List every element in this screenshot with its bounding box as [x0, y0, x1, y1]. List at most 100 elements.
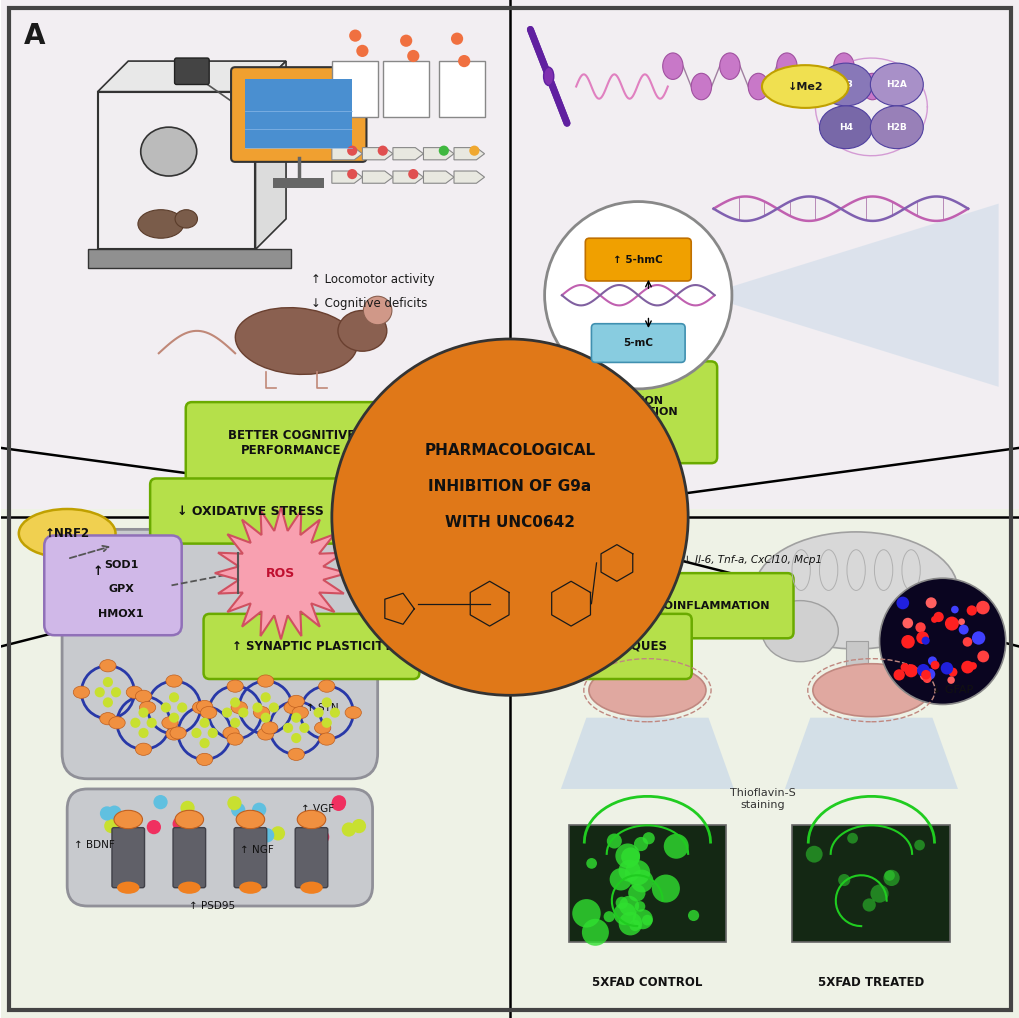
Ellipse shape: [818, 106, 871, 149]
Circle shape: [331, 795, 345, 809]
Circle shape: [920, 670, 930, 679]
Circle shape: [950, 606, 958, 614]
Circle shape: [922, 674, 930, 683]
Circle shape: [299, 723, 309, 733]
Ellipse shape: [818, 63, 871, 106]
Circle shape: [902, 618, 912, 628]
Bar: [331, 61, 377, 117]
Circle shape: [927, 657, 936, 666]
Circle shape: [586, 858, 596, 868]
Circle shape: [838, 874, 850, 886]
Circle shape: [260, 829, 274, 843]
Ellipse shape: [138, 210, 183, 238]
Ellipse shape: [291, 706, 308, 719]
Bar: [792, 825, 950, 942]
Circle shape: [957, 618, 964, 625]
Circle shape: [377, 146, 387, 156]
Ellipse shape: [170, 727, 186, 739]
Circle shape: [104, 818, 118, 833]
Text: ↓Me2: ↓Me2: [787, 81, 822, 92]
Circle shape: [944, 617, 958, 630]
Ellipse shape: [662, 53, 683, 79]
Circle shape: [408, 169, 418, 179]
Circle shape: [619, 912, 642, 936]
FancyBboxPatch shape: [592, 573, 793, 638]
Text: H3: H3: [839, 80, 852, 89]
Circle shape: [869, 885, 888, 903]
Ellipse shape: [754, 531, 957, 649]
Ellipse shape: [197, 753, 213, 766]
Ellipse shape: [223, 727, 239, 739]
FancyBboxPatch shape: [591, 324, 685, 362]
Polygon shape: [423, 148, 453, 160]
Circle shape: [634, 901, 645, 912]
Circle shape: [932, 612, 943, 622]
Text: ↑ 5-hmC: ↑ 5-hmC: [612, 254, 662, 265]
Circle shape: [200, 738, 210, 748]
Circle shape: [642, 832, 654, 844]
Circle shape: [930, 616, 936, 623]
Circle shape: [914, 622, 925, 632]
Polygon shape: [392, 148, 423, 160]
Circle shape: [883, 870, 894, 881]
Ellipse shape: [175, 810, 204, 829]
Text: GPX: GPX: [108, 584, 133, 595]
Ellipse shape: [300, 882, 322, 894]
Circle shape: [544, 202, 732, 389]
Text: 5-mC: 5-mC: [623, 338, 652, 348]
Circle shape: [230, 718, 240, 728]
Polygon shape: [784, 718, 957, 789]
Text: ↑ Locomotor activity: ↑ Locomotor activity: [311, 274, 435, 286]
Bar: [568, 825, 726, 942]
Text: ↓ AMYLOID PLAQUES: ↓ AMYLOID PLAQUES: [526, 640, 665, 653]
Text: BETTER COGNITIVE
PERFORMANCE: BETTER COGNITIVE PERFORMANCE: [227, 429, 355, 457]
Circle shape: [919, 635, 928, 643]
Circle shape: [962, 637, 971, 646]
Text: Thioflavin-S
staining: Thioflavin-S staining: [729, 788, 795, 810]
Ellipse shape: [257, 728, 273, 740]
Polygon shape: [362, 171, 392, 183]
Circle shape: [976, 651, 988, 663]
Circle shape: [929, 661, 938, 670]
Ellipse shape: [175, 210, 198, 228]
Circle shape: [609, 868, 632, 891]
Circle shape: [630, 869, 653, 893]
Ellipse shape: [287, 748, 304, 760]
Circle shape: [315, 830, 329, 844]
Ellipse shape: [691, 73, 711, 100]
Circle shape: [923, 669, 934, 680]
Polygon shape: [215, 507, 346, 639]
Ellipse shape: [236, 810, 264, 829]
Circle shape: [651, 874, 680, 903]
Circle shape: [634, 837, 647, 851]
Polygon shape: [255, 61, 285, 249]
Ellipse shape: [748, 73, 768, 100]
Polygon shape: [362, 148, 392, 160]
Ellipse shape: [239, 882, 261, 894]
Text: 5XFAD CONTROL: 5XFAD CONTROL: [592, 976, 702, 988]
Polygon shape: [331, 148, 362, 160]
Ellipse shape: [235, 307, 357, 375]
Circle shape: [172, 816, 186, 831]
Circle shape: [948, 668, 957, 677]
Circle shape: [641, 915, 652, 925]
Circle shape: [438, 146, 448, 156]
Ellipse shape: [231, 701, 248, 714]
Ellipse shape: [178, 882, 201, 894]
Text: H4: H4: [838, 123, 852, 131]
Polygon shape: [453, 148, 484, 160]
Ellipse shape: [117, 882, 140, 894]
Circle shape: [260, 692, 270, 702]
Bar: [273, 178, 324, 188]
Bar: [98, 92, 255, 249]
Circle shape: [805, 846, 822, 862]
Ellipse shape: [140, 701, 156, 714]
Ellipse shape: [136, 690, 152, 702]
Bar: [510, 509, 1018, 1018]
Circle shape: [581, 919, 608, 946]
Circle shape: [606, 834, 622, 849]
Bar: [1, 0, 510, 509]
Circle shape: [619, 896, 639, 916]
Ellipse shape: [257, 675, 273, 687]
Text: SOD1: SOD1: [104, 560, 139, 570]
